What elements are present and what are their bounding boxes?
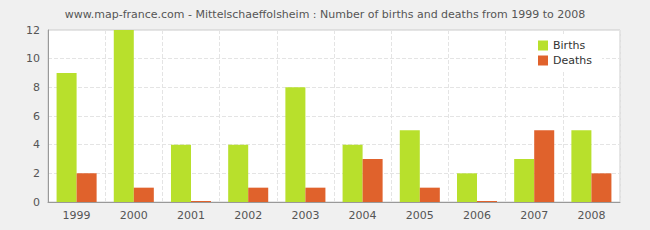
svg-text:1999: 1999 bbox=[63, 209, 91, 222]
svg-text:2001: 2001 bbox=[177, 209, 205, 222]
svg-text:12: 12 bbox=[26, 24, 40, 37]
svg-text:2007: 2007 bbox=[520, 209, 548, 222]
svg-text:2000: 2000 bbox=[120, 209, 148, 222]
svg-text:2002: 2002 bbox=[234, 209, 262, 222]
svg-text:Births: Births bbox=[553, 39, 585, 52]
svg-text:10: 10 bbox=[26, 52, 40, 65]
svg-text:2005: 2005 bbox=[406, 209, 434, 222]
svg-text:2006: 2006 bbox=[463, 209, 491, 222]
svg-text:Deaths: Deaths bbox=[553, 54, 592, 67]
svg-text:8: 8 bbox=[33, 81, 40, 94]
svg-text:4: 4 bbox=[33, 138, 40, 151]
svg-text:0: 0 bbox=[33, 196, 40, 209]
svg-text:6: 6 bbox=[33, 110, 40, 123]
svg-text:2004: 2004 bbox=[349, 209, 377, 222]
svg-text:2: 2 bbox=[33, 167, 40, 180]
svg-text:2008: 2008 bbox=[577, 209, 605, 222]
svg-text:www.map-france.com - Mittelsch: www.map-france.com - Mittelschaeffolshei… bbox=[65, 8, 586, 21]
svg-text:2003: 2003 bbox=[291, 209, 319, 222]
